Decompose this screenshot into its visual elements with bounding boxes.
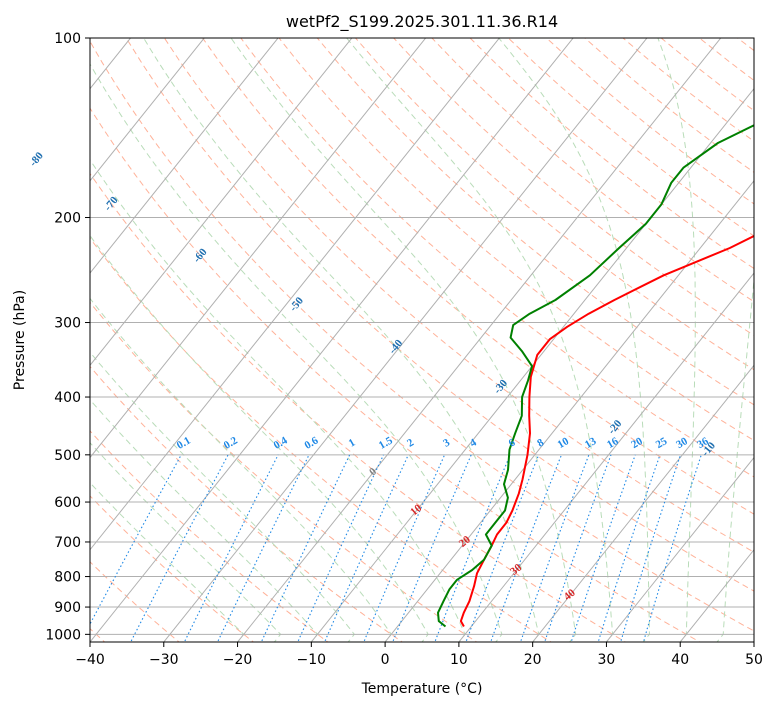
- moist-adiabat-line: [657, 38, 696, 642]
- moist-adiabat-line: [346, 38, 614, 642]
- dry-adiabat-line: [125, 38, 754, 592]
- mixing-ratio-line: [183, 454, 279, 642]
- moist-adiabat-line: [716, 275, 754, 642]
- mixing-ratio-line: [519, 454, 590, 642]
- y-tick-label: 300: [54, 316, 81, 332]
- dry-adiabat-line: [202, 38, 754, 515]
- mixing-ratio-line: [90, 454, 182, 626]
- profiles: [437, 124, 754, 628]
- isotherm-line: [90, 38, 279, 274]
- isotherm-line: [90, 38, 501, 551]
- isotherm-line: [163, 38, 648, 642]
- mixing-ratio-line: [130, 454, 229, 642]
- y-tick-label: 900: [54, 600, 81, 616]
- isotherm-line: [384, 180, 754, 642]
- mixing-ratio-line: [490, 454, 563, 642]
- mixing-ratio-label: 0.1: [175, 435, 193, 452]
- plot-frame: [89, 37, 755, 643]
- x-tick-label: 40: [671, 652, 689, 668]
- x-tick-label: 0: [381, 652, 390, 668]
- mixing-ratio-line: [620, 454, 682, 642]
- moist-adiabat-line: [90, 234, 429, 642]
- isotherm-line: [90, 38, 574, 642]
- x-tick-label: 50: [745, 652, 763, 668]
- mixing-ratio-line: [465, 454, 540, 642]
- dry-adiabat-line: [240, 38, 754, 478]
- mixing-ratio-label: 3: [441, 436, 452, 449]
- isotherm-line: [90, 38, 205, 182]
- mixing-ratio-line: [392, 454, 472, 642]
- moist-adiabat-line: [230, 38, 577, 642]
- dry-adiabat-line: [90, 430, 329, 642]
- isotherm-line: [605, 456, 754, 642]
- moist-adiabat-line: [90, 482, 245, 642]
- x-tick-label: 20: [524, 652, 542, 668]
- dry-adiabat-line: [90, 107, 701, 642]
- y-tick-label: 400: [54, 390, 81, 406]
- x-tick-label: −20: [223, 652, 253, 668]
- moist-adiabat-line: [498, 38, 651, 642]
- mixing-ratio-label: 8: [535, 436, 546, 449]
- dewpoint-line: [437, 124, 754, 628]
- dry-adiabat-line: [163, 38, 754, 553]
- mixing-ratio-label: 6: [507, 436, 518, 449]
- mixing-ratio-label: 1: [347, 437, 358, 450]
- dry-adiabat-line: [90, 237, 552, 642]
- mixing-ratio-line: [434, 454, 511, 642]
- isotherm-line: [90, 38, 353, 367]
- chart-title: wetPf2_S199.2025.301.11.36.R14: [286, 12, 558, 32]
- mixing-ratio-line: [597, 454, 661, 642]
- isotherm-line: [236, 38, 722, 642]
- moist-adiabat-line: [90, 441, 282, 642]
- y-tick-label: 1000: [45, 627, 81, 643]
- x-tick-label: −10: [297, 652, 327, 668]
- y-tick-label: 700: [54, 535, 81, 551]
- isotherm-line: [458, 272, 754, 642]
- isotherm-line: [532, 364, 754, 642]
- moist-adiabat-line: [90, 63, 503, 642]
- dry-adiabat-line: [393, 38, 754, 336]
- background-lines: [90, 38, 754, 642]
- moist-adiabat-line: [90, 158, 466, 642]
- dry-adiabat-line: [90, 301, 478, 642]
- y-axis-label: Pressure (hPa): [12, 290, 28, 390]
- y-axis-ticks: 100 200 300 400 500 600 700 800 900 1000: [45, 31, 90, 643]
- moist-adiabat-line: [143, 38, 540, 642]
- x-tick-label: 30: [598, 652, 616, 668]
- x-axis-ticks: −40 −30 −20 −10 0 10 20 30 40 50: [75, 642, 763, 668]
- mixing-ratio-line: [570, 454, 636, 642]
- dry-adiabat-line: [431, 38, 754, 303]
- mixing-ratio-line: [544, 454, 612, 642]
- mixing-ratio-line: [642, 454, 702, 642]
- x-tick-label: −30: [149, 652, 179, 668]
- mixing-ratio-label: 2: [405, 436, 416, 449]
- mixing-ratio-line: [323, 454, 409, 642]
- dry-adiabat-line: [90, 365, 404, 642]
- mixing-ratio-label: 4: [468, 436, 479, 449]
- mixing-ratio-lines: [90, 454, 702, 642]
- dry-adiabat-line: [90, 561, 180, 642]
- mixing-ratio-line: [363, 454, 446, 642]
- moist-adiabat-line: [90, 297, 392, 642]
- isotherm-line: [90, 38, 427, 459]
- dry-adiabat-line: [90, 172, 627, 642]
- mixing-ratio-line: [297, 454, 384, 642]
- moist-adiabat-line: [90, 351, 355, 642]
- x-tick-label: 10: [450, 652, 468, 668]
- y-tick-label: 100: [54, 31, 81, 47]
- x-axis-label: Temperature (°C): [361, 681, 483, 697]
- y-tick-label: 800: [54, 570, 81, 586]
- x-tick-label: −40: [75, 652, 105, 668]
- dry-adiabat-line: [90, 40, 754, 632]
- y-tick-label: 500: [54, 448, 81, 464]
- y-tick-label: 200: [54, 211, 81, 227]
- y-tick-label: 600: [54, 495, 81, 511]
